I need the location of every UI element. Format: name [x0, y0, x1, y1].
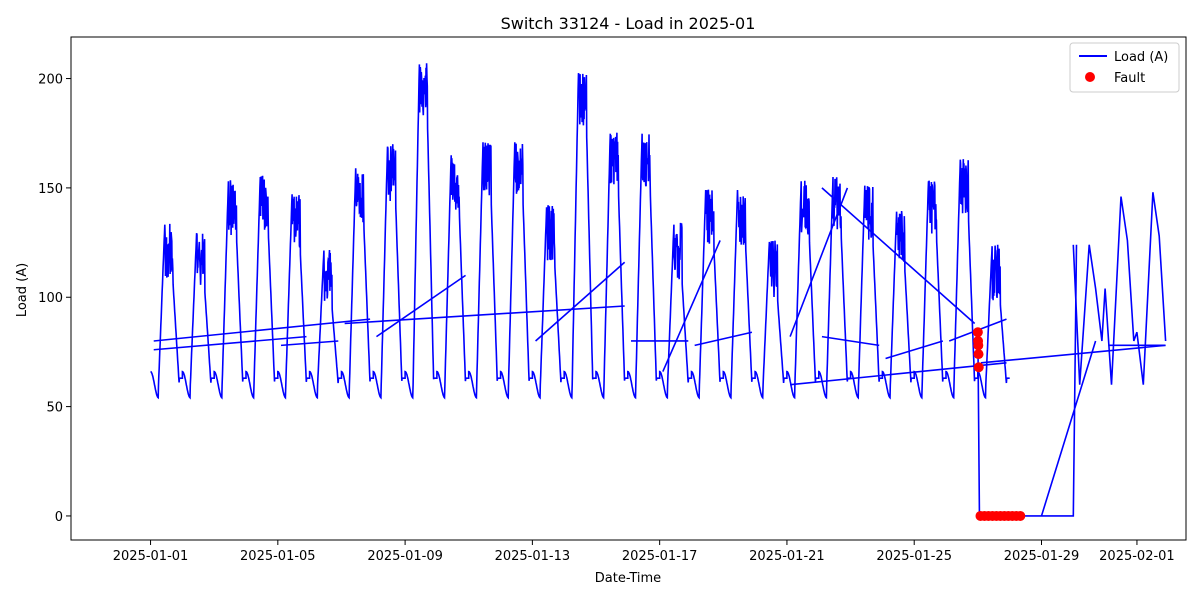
load-jump-segment-2 — [280, 340, 339, 347]
y-tick-label-3: 150 — [38, 182, 63, 197]
load-jump-segment-3 — [344, 305, 625, 325]
y-tick-label-2: 100 — [38, 291, 63, 306]
y-tick-label-4: 200 — [38, 73, 63, 88]
x-tick-label-5: 2025-01-21 — [749, 549, 825, 564]
x-axis-label: Date-Time — [595, 571, 661, 586]
load-jump-segment-8 — [694, 331, 753, 347]
y-axis-label: Load (A) — [15, 263, 30, 317]
x-axis: 2025-01-01 2025-01-05 2025-01-09 2025-01-13… — [113, 540, 1175, 564]
fault-point-15 — [1015, 510, 1026, 521]
load-jump-segment-10 — [789, 187, 849, 337]
fault-point-4 — [973, 362, 984, 373]
load-outage-line — [977, 244, 1097, 517]
load-jump-segment-4 — [376, 274, 467, 338]
fault-point-0 — [972, 327, 983, 338]
x-tick-label-3: 2025-01-13 — [495, 549, 571, 564]
plot-area — [150, 63, 1167, 521]
load-jump-segment-1 — [153, 335, 307, 351]
x-tick-label-4: 2025-01-17 — [622, 549, 698, 564]
chart-title: Switch 33124 - Load in 2025-01 — [501, 14, 756, 33]
x-tick-label-8: 2025-02-01 — [1099, 549, 1175, 564]
y-axis: 0 50 100 150 200 — [38, 73, 71, 525]
x-tick-label-1: 2025-01-05 — [240, 549, 316, 564]
load-jump-segment-9 — [790, 362, 1007, 386]
load-jump-segment-12 — [821, 187, 976, 325]
load-jump-segment-15 — [980, 344, 1166, 364]
x-tick-label-0: 2025-01-01 — [113, 549, 189, 564]
load-jump-segment-0 — [153, 318, 371, 342]
legend-label-load: Load (A) — [1114, 50, 1168, 65]
x-tick-label-7: 2025-01-29 — [1004, 549, 1080, 564]
y-tick-label-0: 0 — [55, 510, 63, 525]
legend-label-fault: Fault — [1114, 71, 1145, 86]
x-tick-label-2: 2025-01-09 — [367, 549, 443, 564]
load-jump-segment-7 — [662, 240, 721, 372]
load-jump-segment-13 — [885, 340, 944, 360]
plot-frame — [70, 36, 1187, 541]
y-tick-label-1: 50 — [46, 401, 63, 416]
x-tick-label-6: 2025-01-25 — [876, 549, 952, 564]
fault-point-2 — [973, 340, 984, 351]
load-recovery-line — [1072, 192, 1167, 385]
fault-point-3 — [973, 349, 984, 360]
legend-fault-marker — [1085, 72, 1095, 82]
legend: Load (A) Fault — [1069, 42, 1180, 93]
load-series-line — [150, 63, 1010, 400]
load-jump-segment-11 — [821, 335, 880, 347]
load-jump-segment-5 — [535, 261, 626, 342]
